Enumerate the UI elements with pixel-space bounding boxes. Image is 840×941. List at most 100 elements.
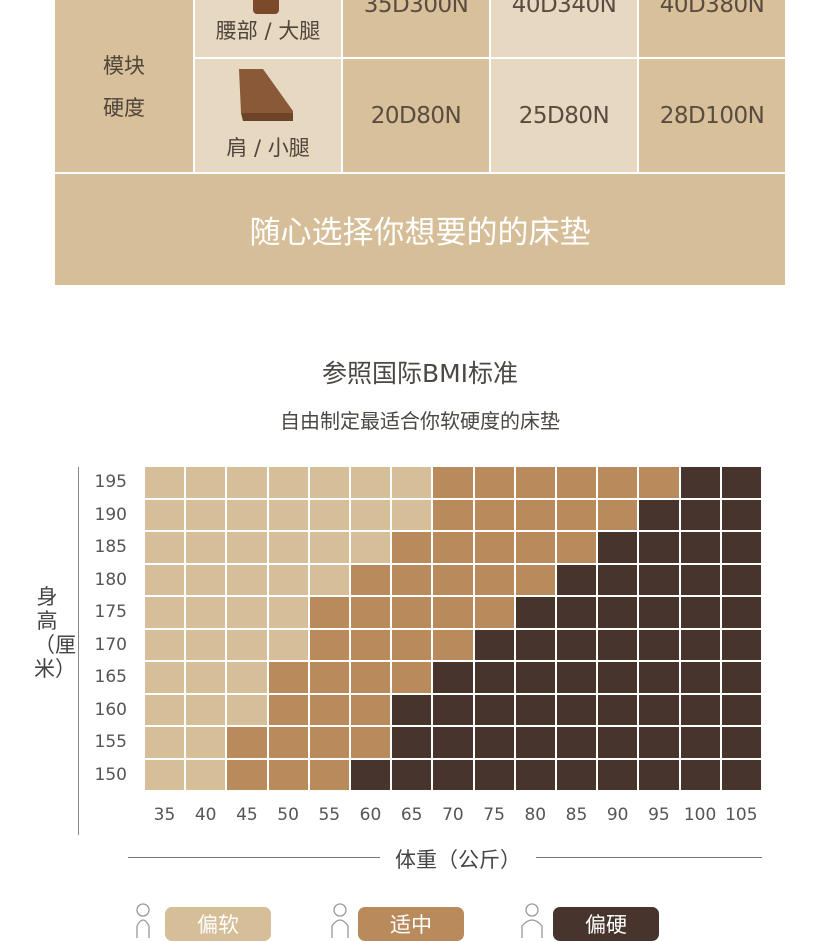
value-cell: 28D100N xyxy=(639,59,785,172)
value-cell: 20D80N xyxy=(343,59,489,172)
heatmap-cell xyxy=(309,532,349,563)
heatmap-cell xyxy=(145,629,185,660)
heatmap-cell xyxy=(309,499,349,530)
heatmap-cell xyxy=(474,694,514,725)
legend-item: 适中 xyxy=(358,907,464,941)
heatmap-cell xyxy=(268,662,308,693)
x-axis-line-right xyxy=(536,857,762,858)
heatmap-cell xyxy=(351,532,391,563)
heatmap-cell xyxy=(474,662,514,693)
heatmap-cell xyxy=(639,467,679,498)
heatmap-cell xyxy=(474,727,514,758)
heatmap-cell xyxy=(557,597,597,628)
heatmap-cell xyxy=(598,727,638,758)
heatmap-cell xyxy=(145,662,185,693)
heatmap-cell xyxy=(227,662,267,693)
heatmap-cell xyxy=(433,662,473,693)
heatmap-cell xyxy=(309,597,349,628)
y-tick-label: 150 xyxy=(94,764,127,785)
heatmap-cell xyxy=(598,467,638,498)
heatmap-cell xyxy=(392,597,432,628)
heatmap-cell xyxy=(145,532,185,563)
chart-subtitle: 自由制定最适合你软硬度的床垫 xyxy=(280,409,560,433)
heatmap-cell xyxy=(392,727,432,758)
heatmap-cell xyxy=(557,694,597,725)
heatmap-cell xyxy=(598,662,638,693)
heatmap-cell xyxy=(145,499,185,530)
heatmap-cell xyxy=(392,499,432,530)
heatmap-cell xyxy=(598,597,638,628)
heatmap-cell xyxy=(680,499,720,530)
x-axis-line-left xyxy=(128,857,380,858)
heatmap-cell xyxy=(721,694,761,725)
heatmap-cell xyxy=(474,759,514,790)
row-label-line1: 模块 xyxy=(103,54,145,78)
x-tick-label: 80 xyxy=(524,805,547,825)
heatmap-cell xyxy=(680,662,720,693)
heatmap-cell xyxy=(557,759,597,790)
heatmap-cell xyxy=(515,499,555,530)
value-text: 28D100N xyxy=(659,102,765,129)
person-icon xyxy=(136,903,150,938)
heatmap-cell xyxy=(392,467,432,498)
heatmap-cell xyxy=(309,564,349,595)
x-tick-label: 55 xyxy=(318,805,341,825)
row-label-line2: 硬度 xyxy=(103,96,145,120)
heatmap-cell xyxy=(474,499,514,530)
heatmap-cell xyxy=(392,532,432,563)
x-tick-label: 50 xyxy=(277,805,299,825)
heatmap-cell xyxy=(309,467,349,498)
heatmap-cell xyxy=(309,694,349,725)
foam-board-icon xyxy=(239,69,293,121)
heatmap-cell xyxy=(309,629,349,660)
y-tick-label: 185 xyxy=(94,537,127,557)
heatmap-cell xyxy=(680,694,720,725)
heatmap-cell xyxy=(351,564,391,595)
heatmap-cell xyxy=(474,597,514,628)
heatmap-cell xyxy=(351,499,391,530)
heatmap-cell xyxy=(515,727,555,758)
x-tick-label: 90 xyxy=(606,805,629,825)
heatmap-cell xyxy=(268,694,308,725)
x-tick-label: 60 xyxy=(359,805,382,825)
heatmap-cell xyxy=(145,759,185,790)
heatmap-cell xyxy=(515,564,555,595)
heatmap-cell xyxy=(680,629,720,660)
x-tick-label: 75 xyxy=(483,805,505,825)
heatmap-cell xyxy=(721,467,761,498)
heatmap-cell xyxy=(474,629,514,660)
heatmap-cell xyxy=(186,564,226,595)
heatmap-cell xyxy=(639,532,679,563)
value-text: 40D340N xyxy=(511,0,617,18)
y-tick-label: 175 xyxy=(94,602,127,622)
heatmap-cell xyxy=(474,467,514,498)
heatmap-cell xyxy=(557,532,597,563)
x-tick-label: 95 xyxy=(648,805,670,825)
heatmap-cell xyxy=(433,532,473,563)
heatmap-cell xyxy=(351,727,391,758)
heatmap-cell xyxy=(433,694,473,725)
value-cell: 35D300N xyxy=(343,0,489,57)
heatmap-cell xyxy=(145,597,185,628)
heatmap-cell xyxy=(680,532,720,563)
heatmap-cell xyxy=(186,662,226,693)
heatmap-cell xyxy=(392,759,432,790)
heatmap-cell xyxy=(598,629,638,660)
heatmap-cell xyxy=(433,759,473,790)
heatmap-cell xyxy=(351,662,391,693)
legend-label: 偏软 xyxy=(197,913,239,937)
heatmap-cell xyxy=(392,662,432,693)
heatmap-cell xyxy=(186,532,226,563)
heatmap-cell xyxy=(392,629,432,660)
y-axis-line xyxy=(78,467,79,835)
heatmap-cell xyxy=(227,499,267,530)
heatmap-cell xyxy=(598,499,638,530)
x-tick-label: 70 xyxy=(442,805,464,825)
part-label: 肩 / 小腿 xyxy=(226,136,310,160)
heatmap-cell xyxy=(721,597,761,628)
x-tick-label: 65 xyxy=(400,805,423,825)
heatmap-cell xyxy=(227,759,267,790)
heatmap-cell xyxy=(392,694,432,725)
part-cell-shoulder: 肩 / 小腿 xyxy=(195,59,341,172)
value-text: 35D300N xyxy=(363,0,469,18)
